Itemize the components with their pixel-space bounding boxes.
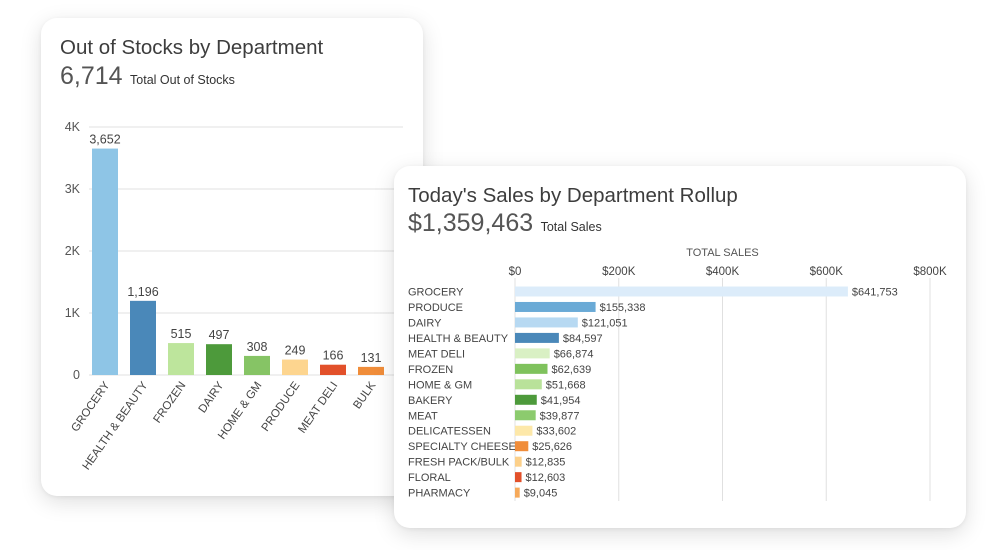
bar xyxy=(206,344,232,375)
y-tick-label: 0 xyxy=(73,368,80,382)
bar xyxy=(515,472,522,483)
kpi-row: $1,359,463 Total Sales xyxy=(408,209,602,238)
total-out-of-stocks-label: Total Out of Stocks xyxy=(130,73,235,87)
data-label: $51,668 xyxy=(546,379,586,391)
bar xyxy=(358,366,384,375)
data-label: 249 xyxy=(285,344,306,358)
y-tick-label: 1K xyxy=(65,306,81,320)
sales-by-department-card: Today's Sales by Department Rollup $1,35… xyxy=(394,166,966,528)
x-tick-label: $600K xyxy=(810,266,844,278)
y-tick-label: 4K xyxy=(65,120,81,134)
data-label: 497 xyxy=(209,328,230,342)
category-label: DAIRY xyxy=(197,380,227,416)
sales-bar-chart: TOTAL SALES $0 $200K $400K $600K $800K GROCERY… xyxy=(408,247,947,501)
data-label: $12,835 xyxy=(526,457,566,469)
total-sales-label: Total Sales xyxy=(540,220,602,234)
total-out-of-stocks-value: 6,714 xyxy=(60,62,123,90)
category-label: FLORAL xyxy=(408,472,451,484)
bar xyxy=(130,300,156,375)
x-tick-label: $400K xyxy=(706,266,740,278)
category-label: PHARMACY xyxy=(408,488,471,500)
card-title: Out of Stocks by Department xyxy=(60,36,324,59)
data-label: $9,045 xyxy=(524,488,558,500)
bar xyxy=(320,364,346,375)
bar xyxy=(92,148,118,375)
data-label: $66,874 xyxy=(554,348,594,360)
bar xyxy=(515,441,529,452)
category-label: HEALTH & BEAUTY xyxy=(81,380,151,473)
bar xyxy=(515,425,533,436)
bar xyxy=(515,301,596,312)
bar xyxy=(515,332,559,343)
data-label: 308 xyxy=(247,340,268,354)
data-label: $39,877 xyxy=(540,410,580,422)
category-label: PRODUCE xyxy=(408,302,463,314)
x-tick-label: $800K xyxy=(913,266,947,278)
category-label: FROZEN xyxy=(152,380,189,426)
x-tick-label: $200K xyxy=(602,266,636,278)
out-of-stocks-bar-chart: 0 1K 2K 3K 4K 3,652 GROCERY 1,196 HEALTH & BEAUT… xyxy=(65,120,403,473)
data-label: $33,602 xyxy=(536,426,576,438)
data-label: $12,603 xyxy=(526,472,566,484)
total-sales-value: $1,359,463 xyxy=(408,209,534,237)
bar xyxy=(515,394,537,405)
category-label: SPECIALTY CHEESE xyxy=(408,441,516,453)
data-label: $641,753 xyxy=(852,287,898,299)
bar xyxy=(515,487,520,498)
data-label: 131 xyxy=(361,351,382,365)
category-label: MEAT xyxy=(408,410,438,422)
category-label: PRODUCE xyxy=(260,380,303,434)
data-label: 3,652 xyxy=(89,133,120,147)
bar xyxy=(515,379,542,390)
category-label: FROZEN xyxy=(408,364,453,376)
data-label: $62,639 xyxy=(551,364,591,376)
data-label: $155,338 xyxy=(600,302,646,314)
category-label: HEALTH & BEAUTY xyxy=(408,333,509,345)
category-label: HOME & GM xyxy=(408,379,472,391)
bar xyxy=(282,359,308,375)
category-label: FRESH PACK/BULK xyxy=(408,457,510,469)
data-label: $121,051 xyxy=(582,317,628,329)
bar xyxy=(515,363,548,374)
data-label: $84,597 xyxy=(563,333,603,345)
bar xyxy=(515,317,578,328)
data-label: $25,626 xyxy=(532,441,572,453)
card-title: Today's Sales by Department Rollup xyxy=(408,184,738,207)
bar xyxy=(515,410,536,421)
y-tick-label: 2K xyxy=(65,244,81,258)
y-tick-label: 3K xyxy=(65,182,81,196)
data-label: 166 xyxy=(323,349,344,363)
category-label: GROCERY xyxy=(69,380,112,435)
bar xyxy=(515,456,522,467)
kpi-row: 6,714 Total Out of Stocks xyxy=(60,62,235,91)
x-axis-title: TOTAL SALES xyxy=(686,247,759,259)
category-label: BULK xyxy=(351,380,378,412)
bar xyxy=(515,286,848,297)
category-label: BAKERY xyxy=(408,395,453,407)
bar xyxy=(244,355,270,375)
category-label: MEAT DELI xyxy=(296,380,340,436)
category-label: DAIRY xyxy=(408,317,442,329)
category-label: MEAT DELI xyxy=(408,348,465,360)
bar xyxy=(515,348,550,359)
data-label: $41,954 xyxy=(541,395,581,407)
data-label: 1,196 xyxy=(127,285,158,299)
category-label: GROCERY xyxy=(408,287,464,299)
out-of-stocks-card: Out of Stocks by Department 6,714 Total … xyxy=(41,18,423,496)
x-tick-label: $0 xyxy=(509,266,522,278)
data-label: 515 xyxy=(171,327,192,341)
bar xyxy=(168,343,194,375)
category-label: DELICATESSEN xyxy=(408,426,491,438)
